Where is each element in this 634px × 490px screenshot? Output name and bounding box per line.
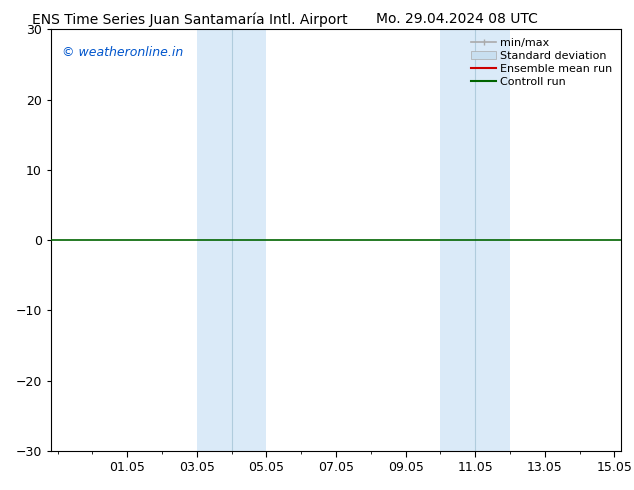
Text: Mo. 29.04.2024 08 UTC: Mo. 29.04.2024 08 UTC <box>375 12 538 26</box>
Bar <box>197 29 266 451</box>
Bar <box>441 29 510 451</box>
Text: ENS Time Series Juan Santamaría Intl. Airport: ENS Time Series Juan Santamaría Intl. Ai… <box>32 12 348 27</box>
Legend: min/max, Standard deviation, Ensemble mean run, Controll run: min/max, Standard deviation, Ensemble me… <box>468 35 616 90</box>
Text: © weatheronline.in: © weatheronline.in <box>62 46 183 59</box>
